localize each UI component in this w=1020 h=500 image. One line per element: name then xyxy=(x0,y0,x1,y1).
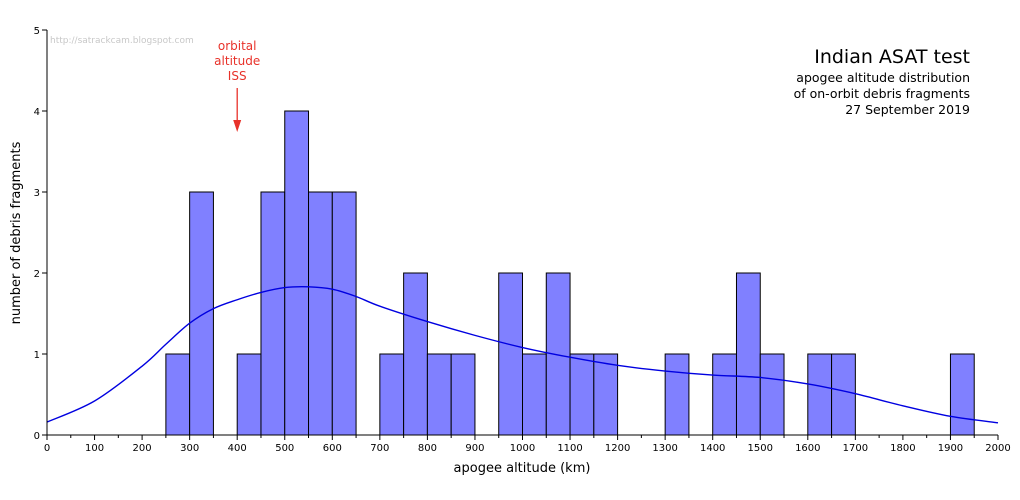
histogram-bar xyxy=(308,191,333,436)
x-tick-label: 700 xyxy=(370,443,389,454)
x-tick-label: 1800 xyxy=(890,443,915,454)
annotation-line-2: altitude xyxy=(214,54,260,68)
chart-title-block: Indian ASAT test apogee altitude distrib… xyxy=(794,46,970,117)
histogram-bar xyxy=(712,353,737,436)
histogram-bar xyxy=(593,353,619,436)
histogram-bar xyxy=(664,353,690,436)
bars-group xyxy=(165,110,975,436)
histogram-bar xyxy=(498,272,524,436)
chart-title: Indian ASAT test xyxy=(814,46,970,68)
histogram-bar xyxy=(284,110,310,436)
y-tick-label: 4 xyxy=(34,107,40,118)
chart-subtitle-line-3: 27 September 2019 xyxy=(845,102,970,117)
x-tick-label: 1500 xyxy=(748,443,773,454)
density-curve xyxy=(46,285,999,424)
histogram-bar xyxy=(569,353,595,436)
y-tick-label: 3 xyxy=(34,188,40,199)
y-tick-label: 1 xyxy=(34,350,40,361)
y-tick-label: 0 xyxy=(34,431,40,442)
x-tick-label: 900 xyxy=(465,443,484,454)
histogram-bar xyxy=(426,353,452,436)
x-tick-label: 1000 xyxy=(510,443,535,454)
histogram-bar xyxy=(403,272,428,436)
x-tick-label: 1600 xyxy=(795,443,820,454)
x-tick-label: 0 xyxy=(44,443,50,454)
annotation-line-3: ISS xyxy=(228,69,247,83)
histogram-bar xyxy=(165,353,191,436)
histogram-bar xyxy=(735,272,761,436)
x-tick-label: 1900 xyxy=(938,443,963,454)
x-axis-label: apogee altitude (km) xyxy=(454,461,591,476)
chart-subtitle-line-2: of on-orbit debris fragments xyxy=(794,86,970,101)
annotation-line-1: orbital xyxy=(218,39,257,53)
histogram-bar xyxy=(236,353,262,436)
x-tick-label: 400 xyxy=(228,443,247,454)
histogram-bar xyxy=(759,353,785,436)
histogram-bar xyxy=(260,191,286,436)
iss-annotation: orbital altitude ISS xyxy=(214,39,260,132)
x-tick-label: 300 xyxy=(180,443,199,454)
watermark-text: http://satrackcam.blogspot.com xyxy=(50,36,194,46)
annotation-arrow-icon xyxy=(233,120,242,132)
x-tick-label: 1100 xyxy=(557,443,582,454)
x-tick-label: 500 xyxy=(275,443,294,454)
chart-subtitle-line-1: apogee altitude distribution xyxy=(796,70,970,85)
x-tick-label: 600 xyxy=(323,443,342,454)
x-tick-label: 100 xyxy=(85,443,104,454)
x-tick-label: 1200 xyxy=(605,443,630,454)
x-tick-label: 1700 xyxy=(843,443,868,454)
histogram-bar xyxy=(331,191,357,436)
histogram-bar xyxy=(949,353,975,436)
histogram-bar xyxy=(522,353,547,436)
x-tick-label: 800 xyxy=(418,443,437,454)
histogram-bar xyxy=(189,191,214,436)
x-tick-label: 200 xyxy=(133,443,152,454)
x-tick-label: 2000 xyxy=(985,443,1010,454)
histogram-bar xyxy=(831,353,856,436)
x-tick-label: 1400 xyxy=(700,443,725,454)
x-tick-label: 1300 xyxy=(652,443,677,454)
y-tick-label: 5 xyxy=(34,26,40,37)
histogram-bar xyxy=(379,353,405,436)
histogram-bar xyxy=(807,353,833,436)
y-axis-label: number of debris fragments xyxy=(9,141,24,324)
y-tick-label: 2 xyxy=(34,269,40,280)
histogram-bar xyxy=(450,353,476,436)
axes-group: 0 100 200 300 400 500 600 700 800 900 1000 1100 1200… xyxy=(34,26,1011,454)
